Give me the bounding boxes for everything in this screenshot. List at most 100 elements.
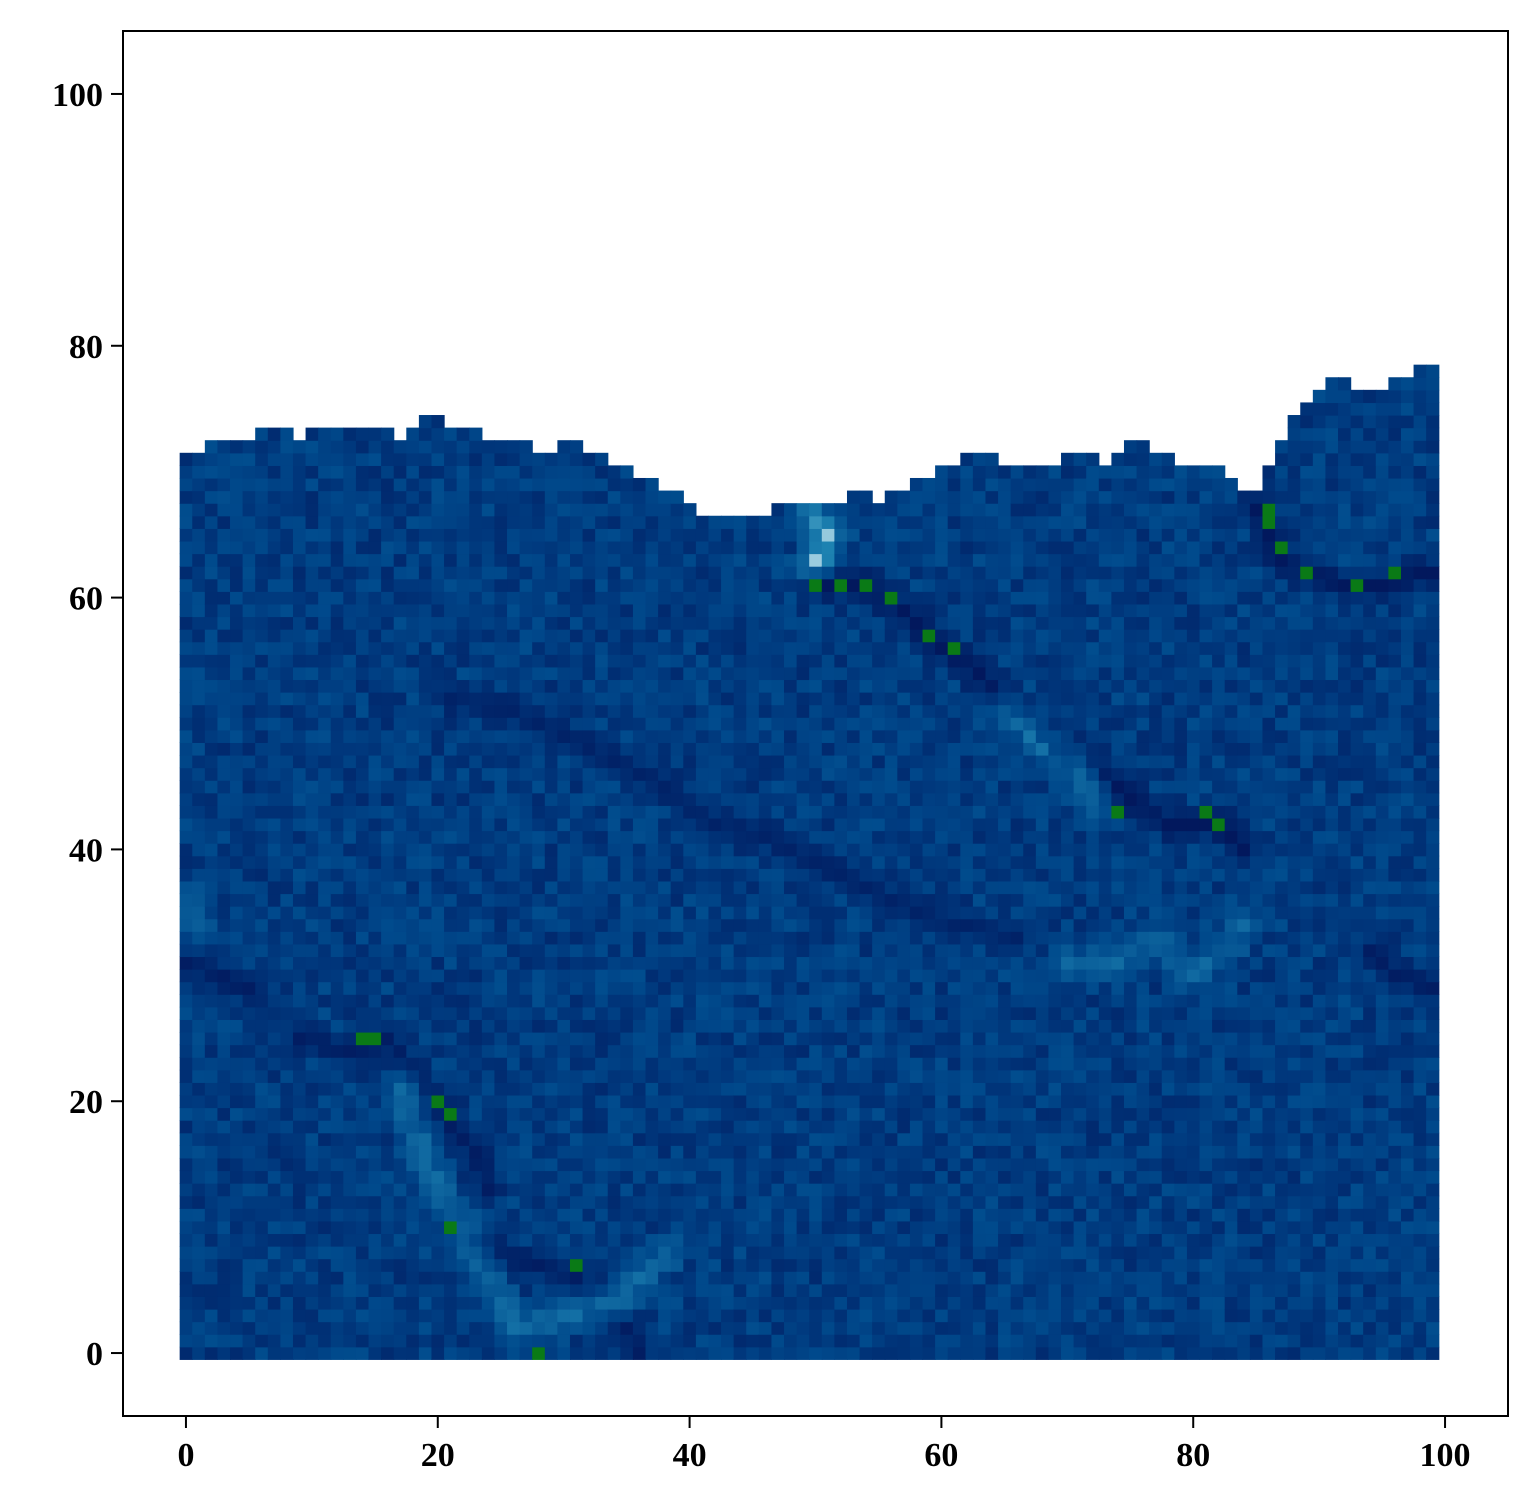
heatmap-cell xyxy=(204,943,219,958)
heatmap-cell xyxy=(330,817,344,832)
heatmap-cell xyxy=(721,1031,735,1046)
heatmap-cell xyxy=(267,868,281,882)
heatmap-cell xyxy=(872,742,886,756)
heatmap-cell xyxy=(557,440,571,454)
heatmap-cell xyxy=(431,969,445,983)
heatmap-cell xyxy=(393,906,407,920)
heatmap-cell xyxy=(494,477,508,492)
heatmap-cell xyxy=(519,1308,533,1323)
heatmap-cell xyxy=(431,528,445,542)
heatmap-cell xyxy=(771,553,785,567)
heatmap-cell xyxy=(456,1346,470,1360)
heatmap-cell xyxy=(595,880,609,895)
heatmap-cell xyxy=(935,918,949,932)
heatmap-cell xyxy=(393,666,407,681)
heatmap-cell xyxy=(519,1321,533,1335)
heatmap-cell xyxy=(456,666,470,681)
heatmap-cell xyxy=(481,931,496,945)
heatmap-cell xyxy=(733,943,747,958)
heatmap-cell xyxy=(544,490,558,504)
heatmap-cell xyxy=(267,1094,281,1109)
heatmap-cell xyxy=(544,1120,558,1134)
heatmap-cell xyxy=(733,981,747,995)
heatmap-cell xyxy=(658,490,672,504)
heatmap-cell xyxy=(494,1170,508,1184)
heatmap-cell xyxy=(519,692,533,706)
heatmap-cell xyxy=(884,931,898,945)
heatmap-cell xyxy=(582,780,596,794)
heatmap-cell xyxy=(368,641,382,655)
heatmap-cell xyxy=(1048,1195,1062,1209)
heatmap-cell xyxy=(532,981,546,995)
heatmap-cell xyxy=(985,1346,999,1360)
heatmap-cell xyxy=(569,1107,584,1121)
heatmap-cell xyxy=(771,1057,785,1071)
heatmap-cell xyxy=(418,415,433,429)
heatmap-cell xyxy=(909,1094,924,1109)
heatmap-cell xyxy=(1048,603,1062,618)
heatmap-cell xyxy=(431,1157,445,1172)
heatmap-cell xyxy=(305,654,319,668)
heatmap-cell xyxy=(1048,704,1062,718)
heatmap-cell xyxy=(544,754,558,769)
heatmap-cell xyxy=(280,994,294,1008)
heatmap-cell xyxy=(884,729,898,743)
heatmap-cell xyxy=(330,1157,344,1172)
heatmap-cell xyxy=(809,1069,823,1083)
heatmap-cell xyxy=(947,490,961,504)
heatmap-cell xyxy=(318,956,332,970)
heatmap-cell xyxy=(217,641,231,655)
heatmap-cell xyxy=(519,1069,533,1083)
heatmap-cell xyxy=(532,692,546,706)
heatmap-cell xyxy=(922,1120,936,1134)
heatmap-cell xyxy=(998,616,1012,630)
heatmap-cell xyxy=(507,981,521,995)
heatmap-cell xyxy=(192,1246,206,1260)
heatmap-cell xyxy=(544,1094,558,1109)
heatmap-cell xyxy=(569,452,584,466)
heatmap-cell xyxy=(179,830,193,844)
heatmap-cell xyxy=(507,805,521,819)
heatmap-cell xyxy=(796,503,810,517)
heatmap-cell xyxy=(355,981,370,995)
heatmap-cell xyxy=(809,704,823,718)
heatmap-cell xyxy=(418,1107,433,1121)
heatmap-cell xyxy=(620,1346,634,1360)
heatmap-cell xyxy=(255,994,269,1008)
heatmap-cell xyxy=(330,591,344,605)
heatmap-cell xyxy=(695,1006,710,1020)
heatmap-cell xyxy=(456,1082,470,1096)
heatmap-cell xyxy=(355,792,370,806)
heatmap-cell xyxy=(456,1283,470,1297)
heatmap-cell xyxy=(469,503,483,517)
heatmap-cell xyxy=(418,578,433,592)
heatmap-cell xyxy=(456,994,470,1008)
heatmap-cell xyxy=(632,868,647,882)
heatmap-cell xyxy=(1023,1246,1037,1260)
heatmap-cell xyxy=(1048,754,1062,769)
heatmap-cell xyxy=(355,1044,370,1058)
heatmap-cell xyxy=(809,1107,823,1121)
heatmap-cell xyxy=(632,528,647,542)
heatmap-cell xyxy=(632,1132,647,1146)
heatmap-cell xyxy=(544,1069,558,1083)
heatmap-cell xyxy=(834,1334,848,1348)
heatmap-cell xyxy=(771,792,785,806)
heatmap-cell xyxy=(230,969,244,983)
heatmap-cell xyxy=(947,1107,961,1121)
heatmap-cell xyxy=(280,1308,294,1323)
heatmap-cell xyxy=(796,943,810,958)
heatmap-cell xyxy=(494,1006,508,1020)
heatmap-cell xyxy=(607,906,621,920)
heatmap-cell xyxy=(972,666,987,681)
heatmap-cell xyxy=(846,918,861,932)
heatmap-cell xyxy=(859,792,873,806)
heatmap-cell xyxy=(620,528,634,542)
heatmap-cell xyxy=(192,528,206,542)
heatmap-cell xyxy=(834,729,848,743)
heatmap-cell xyxy=(494,1057,508,1071)
heatmap-cell xyxy=(758,717,773,731)
heatmap-cell xyxy=(582,616,596,630)
heatmap-cell xyxy=(821,1082,835,1096)
heatmap-cell xyxy=(230,994,244,1008)
